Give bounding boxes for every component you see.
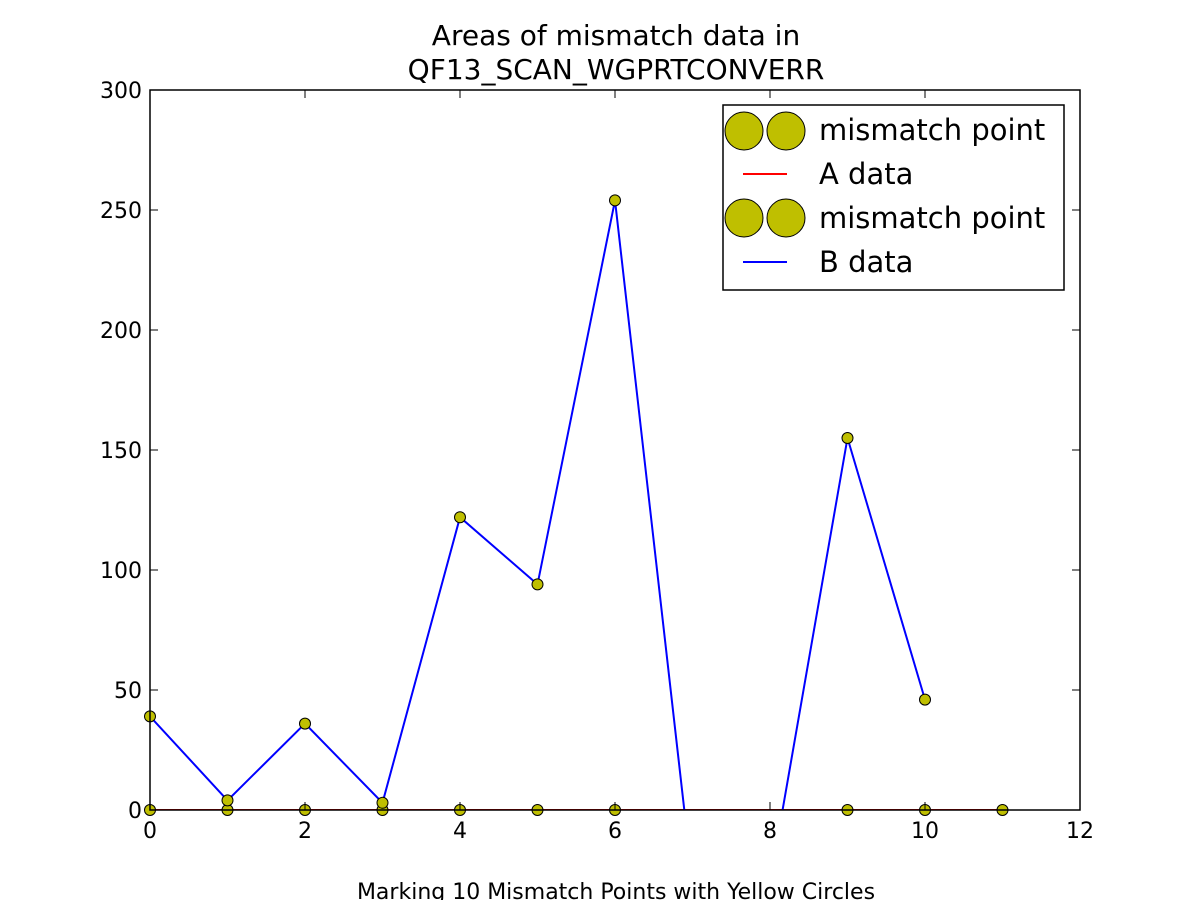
x-tick-label-8: 8 [763, 819, 777, 844]
y-tick-label-300: 300 [100, 79, 142, 104]
legend-marker-mismatch-b-2 [766, 198, 806, 238]
x-tick-label-10: 10 [911, 819, 939, 844]
chart-title-line-1: Areas of mismatch data in [432, 19, 800, 52]
mismatch-point-b-data-5 [531, 578, 544, 591]
legend-marker-mismatch-b-1 [724, 198, 764, 238]
mismatch-point-b-data-2 [299, 717, 311, 730]
y-tick-label-50: 50 [114, 679, 142, 704]
y-tick-label-250: 250 [100, 199, 142, 224]
mismatch-point-b-data-6 [609, 194, 621, 207]
x-tick-label-4: 4 [453, 819, 467, 844]
legend-label-mismatch-point-2: mismatch point [819, 201, 1045, 235]
legend-marker-mismatch-a-1 [724, 111, 764, 151]
mismatch-point-b-data-4 [454, 511, 466, 524]
plot-area [144, 194, 1009, 816]
legend: mismatch point A data mismatch point B d… [722, 104, 1065, 291]
mismatch-point-b-data-9 [841, 432, 854, 444]
x-tick-label-0: 0 [143, 819, 157, 844]
mismatch-point-b-data-10 [919, 693, 931, 706]
plot-clip-group [150, 200, 1003, 810]
legend-marker-mismatch-a-2 [766, 111, 806, 151]
mismatch-point-b-data-1 [221, 794, 234, 807]
x-tick-label-12: 12 [1066, 819, 1094, 844]
series-line-b-data [150, 200, 926, 810]
legend-label-b-data: B data [819, 245, 913, 279]
x-axis-label: Marking 10 Mismatch Points with Yellow C… [357, 880, 875, 900]
axes: 0 2 4 6 8 10 12 0 50 100 150 200 250 300 [100, 79, 1094, 844]
chart-title-line-2: QF13_SCAN_WGPRTCONVERR [408, 53, 825, 86]
x-tick-label-6: 6 [608, 819, 622, 844]
legend-label-a-data: A data [819, 157, 913, 191]
y-tick-label-200: 200 [100, 319, 142, 344]
y-tick-label-0: 0 [128, 799, 142, 824]
legend-label-mismatch-point-1: mismatch point [819, 113, 1045, 147]
x-tick-label-2: 2 [298, 819, 312, 844]
y-tick-label-100: 100 [100, 559, 142, 584]
mismatch-point-b-data-3 [376, 796, 389, 809]
y-tick-label-150: 150 [100, 439, 142, 464]
